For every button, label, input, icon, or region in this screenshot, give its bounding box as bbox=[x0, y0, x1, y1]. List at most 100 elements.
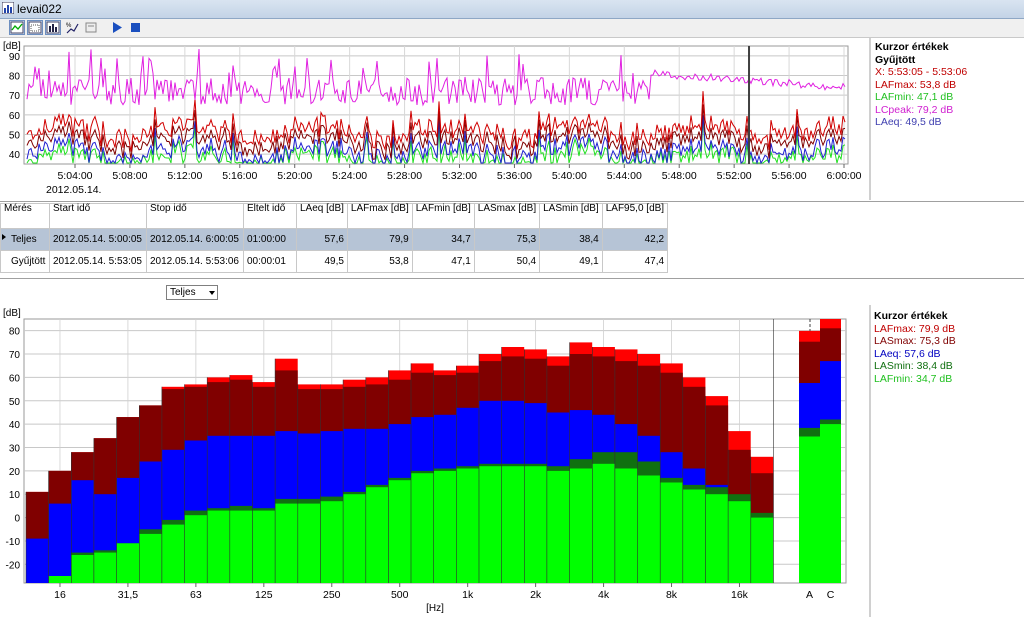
table-cell: 38,4 bbox=[539, 228, 603, 251]
bar-lafmin bbox=[365, 487, 389, 583]
time-xticks: 5:04:00 5:08:00 5:12:00 5:16:00 5:20:00 5:24:… bbox=[57, 170, 861, 182]
x-tick-label: 5:56:00 bbox=[772, 170, 807, 182]
table-cell: 2012.05.14. 5:53:06 bbox=[146, 250, 244, 273]
separator bbox=[0, 278, 1024, 279]
bar-lafmin bbox=[275, 503, 298, 583]
x-tick-label: 5:36:00 bbox=[497, 170, 532, 182]
table-cell: 2012.05.14. 6:00:05 bbox=[146, 228, 244, 251]
x-tick-label: 31,5 bbox=[118, 589, 139, 601]
table-cell: 50,4 bbox=[473, 250, 541, 273]
bar-lafmin bbox=[297, 503, 321, 583]
table-cell: 53,8 bbox=[346, 250, 413, 273]
time-legend: Kurzor értékek Gyűjtött X: 5:53:05 - 5:5… bbox=[875, 41, 967, 129]
x-tick-label: 250 bbox=[323, 589, 341, 601]
x-tick-label: 4k bbox=[598, 589, 610, 601]
x-tick-label: 5:20:00 bbox=[277, 170, 312, 182]
table-row[interactable]: Gyűjtött 2012.05.14. 5:53:05 2012.05.14. 5… bbox=[0, 250, 669, 273]
column-header[interactable]: LAF95,0 [dB] bbox=[601, 203, 669, 229]
bar-lafmin bbox=[546, 470, 570, 583]
statistics-icon[interactable]: % bbox=[64, 20, 80, 35]
column-header[interactable]: LAFmin [dB] bbox=[411, 203, 475, 229]
bar-lafmin bbox=[750, 517, 774, 583]
time-date-label: 2012.05.14. bbox=[46, 184, 101, 196]
bar-lafmin bbox=[637, 475, 661, 583]
time-grid bbox=[23, 45, 849, 168]
x-tick-label: 2k bbox=[530, 589, 542, 601]
bar-lafmin bbox=[388, 480, 411, 583]
y-tick-label: -10 bbox=[6, 537, 21, 548]
time-legend-entry: LAFmax: 53,8 dB bbox=[875, 78, 957, 91]
measurement-select-value: Teljes bbox=[170, 287, 196, 298]
bar-lafmin bbox=[682, 489, 706, 583]
x-tick-label: A bbox=[806, 589, 813, 601]
app-icon bbox=[2, 2, 14, 14]
bar-lafmin bbox=[343, 494, 366, 583]
bar-lafmin bbox=[116, 543, 140, 583]
play-icon[interactable] bbox=[109, 20, 125, 35]
spectrum-icon[interactable] bbox=[27, 20, 43, 35]
x-tick-label: 5:16:00 bbox=[222, 170, 257, 182]
table-cell: 2012.05.14. 5:53:05 bbox=[49, 250, 147, 273]
x-tick-label: 8k bbox=[666, 589, 678, 601]
column-header[interactable]: Eltelt idő bbox=[243, 203, 297, 229]
lafmax-line bbox=[26, 91, 846, 152]
toolbar: % bbox=[0, 19, 1024, 38]
y-tick-label: 80 bbox=[9, 72, 21, 83]
table-cell: 47,4 bbox=[601, 250, 669, 273]
table-cell: 79,9 bbox=[346, 228, 413, 251]
x-tick-label: 5:04:00 bbox=[57, 170, 92, 182]
table-cell: 57,6 bbox=[296, 228, 348, 251]
x-tick-label: 5:12:00 bbox=[167, 170, 202, 182]
bar-lafmin bbox=[524, 466, 547, 583]
bar-lafmin bbox=[592, 463, 615, 583]
stop-icon[interactable] bbox=[127, 20, 143, 35]
measurement-select[interactable]: Teljes bbox=[166, 285, 218, 300]
x-tick-label: 1k bbox=[462, 589, 474, 601]
x-tick-label: 125 bbox=[255, 589, 273, 601]
column-header[interactable]: Start idő bbox=[49, 203, 147, 229]
bar-lafmin bbox=[569, 468, 593, 583]
time-chart-icon[interactable] bbox=[9, 20, 25, 35]
x-tick-label: 16 bbox=[54, 589, 66, 601]
separator bbox=[0, 201, 1024, 202]
spectrum-chart[interactable]: [dB] -20 -10 0 10 20 30 40 50 60 70 80 16 31,5 63 125… bbox=[0, 305, 872, 617]
legend-subheader: Gyűjtött bbox=[875, 53, 916, 66]
y-tick-label: -20 bbox=[6, 560, 21, 571]
bar-lafmin bbox=[728, 501, 751, 583]
table-row[interactable]: Teljes 2012.05.14. 5:00:05 2012.05.14. 6:0… bbox=[0, 228, 669, 251]
svg-text:%: % bbox=[66, 23, 72, 29]
column-header[interactable]: Mérés bbox=[0, 203, 50, 229]
column-header[interactable]: LASmax [dB] bbox=[473, 203, 541, 229]
x-tick-label: 16k bbox=[731, 589, 749, 601]
spectrum-legend-entry: LAeq: 57,6 dB bbox=[874, 347, 941, 360]
table-cell: 34,7 bbox=[411, 228, 475, 251]
table-cell: 00:00:01 bbox=[243, 250, 297, 273]
y-tick-label: 30 bbox=[9, 443, 21, 454]
column-header[interactable]: Stop idő bbox=[146, 203, 244, 229]
spectrum-ylabel: [dB] bbox=[3, 308, 21, 319]
x-tick-label: 5:52:00 bbox=[717, 170, 752, 182]
bar-lafmin bbox=[252, 510, 276, 583]
chevron-down-icon[interactable] bbox=[209, 291, 215, 295]
y-tick-label: 40 bbox=[9, 150, 21, 161]
spectrum-xlabel: [Hz] bbox=[426, 603, 444, 614]
bar-lafmin bbox=[479, 466, 502, 583]
window-title: levai022 bbox=[17, 2, 62, 16]
column-header[interactable]: LASmin [dB] bbox=[539, 203, 603, 229]
legend-header: Kurzor értékek bbox=[874, 310, 948, 322]
column-header[interactable]: LAeq [dB] bbox=[296, 203, 348, 229]
bar-lafmin bbox=[705, 494, 729, 583]
bar-lafmin bbox=[411, 473, 434, 583]
x-tick-label: 6:00:00 bbox=[826, 170, 861, 182]
report-icon[interactable] bbox=[83, 20, 99, 35]
x-tick-label: 5:44:00 bbox=[607, 170, 642, 182]
bar-lafmin bbox=[93, 552, 117, 583]
bar-lafmin bbox=[229, 510, 253, 583]
column-header[interactable]: LAFmax [dB] bbox=[346, 203, 413, 229]
bar-lafmin bbox=[433, 470, 457, 583]
bar-chart-icon[interactable] bbox=[45, 20, 61, 35]
table-cell: 01:00:00 bbox=[243, 228, 297, 251]
bar-lafmin bbox=[501, 466, 525, 583]
time-legend-entry: X: 5:53:05 - 5:53:06 bbox=[875, 66, 968, 78]
